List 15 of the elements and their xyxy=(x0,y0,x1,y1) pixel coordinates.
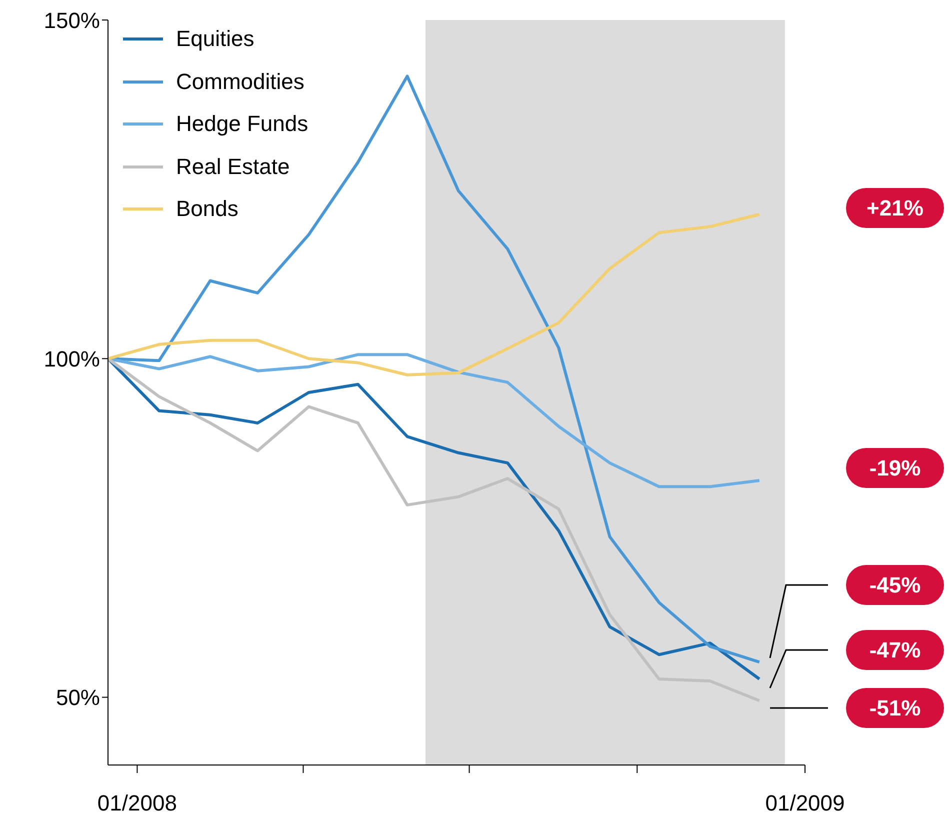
y-tick-label: 150% xyxy=(44,8,100,33)
legend-label: Hedge Funds xyxy=(176,110,308,138)
text: +21% xyxy=(866,196,924,220)
legend-label: Commodities xyxy=(176,68,304,96)
y-tick-label: 100% xyxy=(44,346,100,372)
text: -51% xyxy=(869,696,921,720)
y-tick-label: 50% xyxy=(56,685,100,710)
legend-label: Bonds xyxy=(176,195,238,223)
legend-label: Equities xyxy=(176,25,254,53)
text: -47% xyxy=(869,638,921,662)
x-tick-label: 01/2009 xyxy=(765,790,845,816)
x-tick-label: 01/2008 xyxy=(97,790,177,816)
text: -19% xyxy=(869,456,921,480)
text: -45% xyxy=(869,572,921,598)
legend-label: Real Estate xyxy=(176,152,290,180)
